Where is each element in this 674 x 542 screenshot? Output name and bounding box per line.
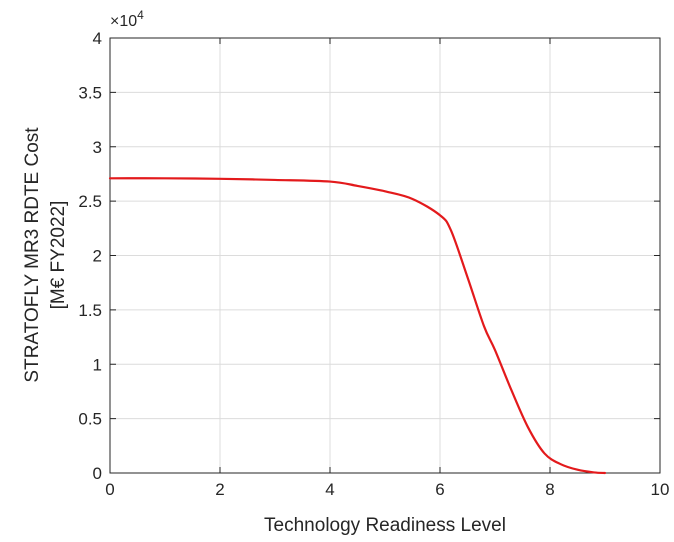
x-tick-label: 2 <box>215 480 224 499</box>
x-tick-label: 4 <box>325 480 334 499</box>
y-tick-label: 4 <box>93 29 102 48</box>
x-tick-label: 10 <box>651 480 670 499</box>
y-tick-label: 3 <box>93 138 102 157</box>
y-exponent-power: 4 <box>137 8 144 22</box>
grid-layer <box>110 38 660 473</box>
y-axis-exponent: ×104 <box>110 8 144 30</box>
x-tick-label: 0 <box>105 480 114 499</box>
y-tick-label: 0.5 <box>78 410 102 429</box>
tick-layer: 0 2 4 6 8 10 0 0.5 1 1.5 2 2.5 3 3.5 4 <box>78 29 669 499</box>
y-tick-label: 2 <box>93 247 102 266</box>
y-tick-label: 1.5 <box>78 301 102 320</box>
series-layer <box>108 177 607 475</box>
y-exponent-base: ×10 <box>110 13 137 30</box>
svg-text:×104: ×104 <box>110 8 144 30</box>
rdte-cost-line <box>108 177 607 475</box>
y-tick-label: 2.5 <box>78 192 102 211</box>
y-tick-label: 0 <box>93 464 102 483</box>
x-tick-label: 8 <box>545 480 554 499</box>
y-axis-title-line-1: STRATOFLY MR3 RDTE Cost <box>22 127 43 383</box>
y-tick-label: 1 <box>93 355 102 374</box>
y-axis-title-line-2: [M€ FY2022] <box>48 201 69 310</box>
x-axis-title: Technology Readiness Level <box>264 515 506 536</box>
x-tick-label: 6 <box>435 480 444 499</box>
y-tick-label: 3.5 <box>78 83 102 102</box>
